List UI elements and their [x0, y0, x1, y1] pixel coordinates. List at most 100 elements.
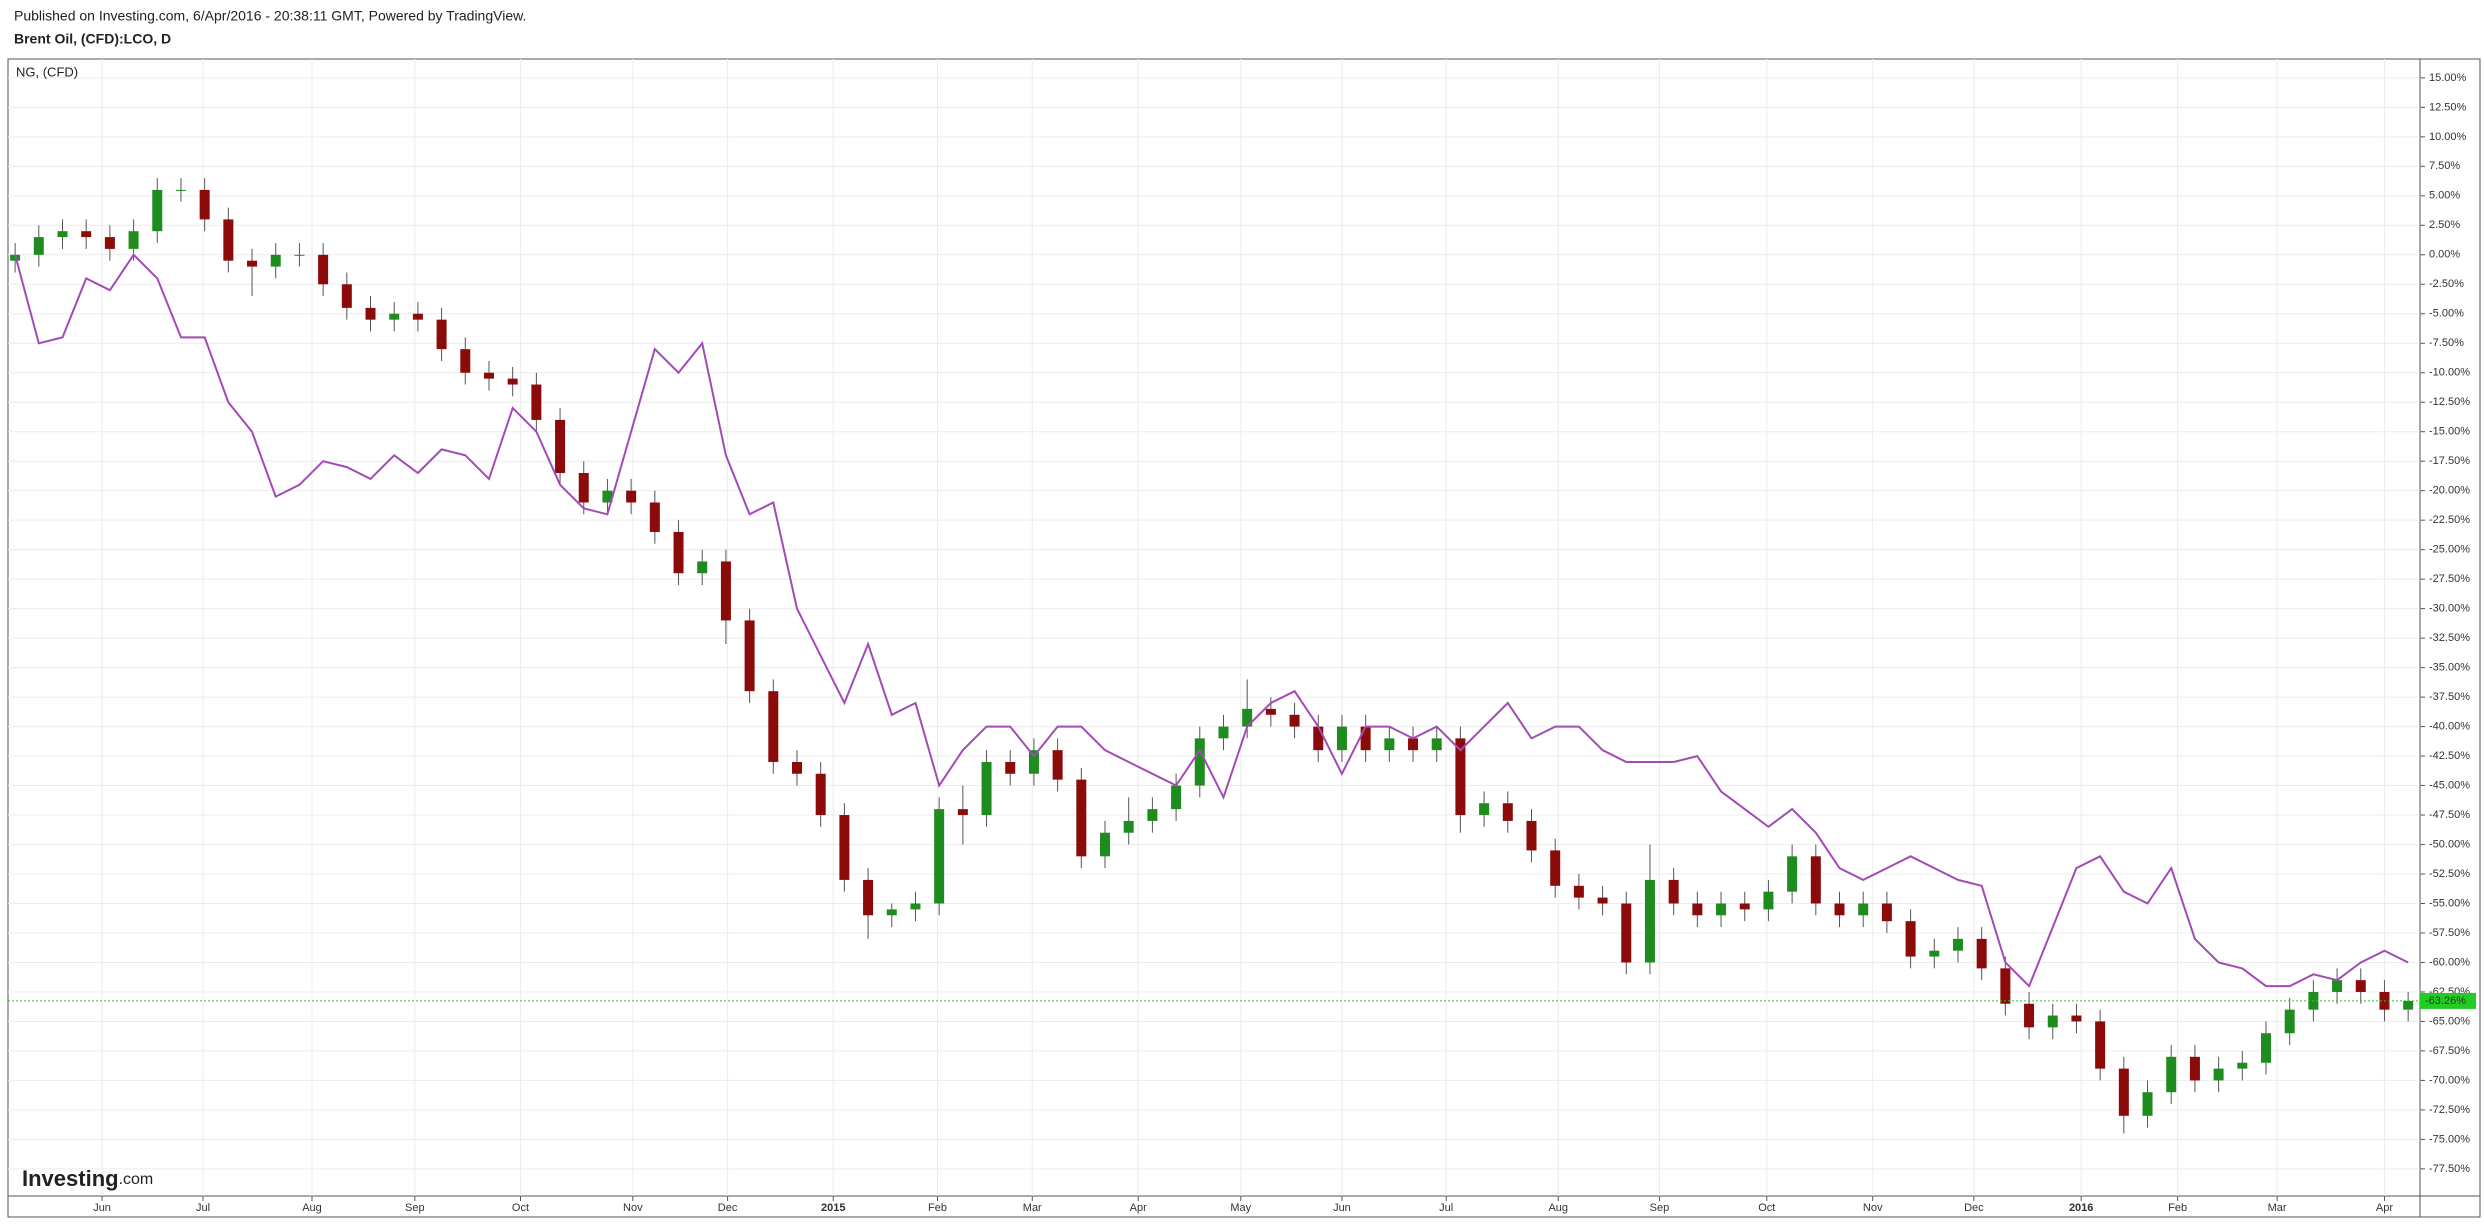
candle-body [863, 879, 874, 916]
candle-body [2213, 1068, 2224, 1081]
x-tick-label: 2016 [2069, 1202, 2093, 1214]
x-tick-label: Oct [512, 1202, 529, 1214]
y-tick-label: -22.50% [2429, 514, 2470, 526]
candle-body [1052, 750, 1063, 780]
y-tick-label: -12.50% [2429, 396, 2470, 408]
x-tick-label: Feb [928, 1202, 947, 1214]
x-tick-label: Jun [93, 1202, 111, 1214]
candle-body [1076, 779, 1087, 857]
candle-body [1336, 726, 1347, 751]
candle-body [1952, 938, 1963, 951]
y-tick-label: 2.50% [2429, 219, 2460, 231]
legend-entry: NG, (CFD) [16, 64, 78, 79]
candle-body [2284, 1009, 2295, 1034]
candle-body [981, 761, 992, 816]
candle-body [270, 254, 281, 267]
candle-body [507, 378, 518, 385]
y-tick-label: -30.00% [2429, 603, 2470, 615]
x-tick-label: Mar [1023, 1202, 1042, 1214]
candle-body [957, 809, 968, 816]
candle-body [1028, 750, 1039, 774]
x-tick-label: Oct [1758, 1202, 1775, 1214]
candle-body [175, 189, 186, 191]
candle-body [1313, 726, 1324, 751]
x-tick-label: Dec [1964, 1202, 1984, 1214]
x-tick-label: Sep [1650, 1202, 1670, 1214]
y-tick-label: -55.00% [2429, 897, 2470, 909]
grid [8, 59, 2420, 1196]
candle-body [697, 561, 708, 574]
candle-body [1431, 738, 1442, 751]
candle-body [744, 620, 755, 692]
candle-body [2142, 1092, 2153, 1116]
candle-body [1692, 903, 1703, 916]
candle-body [1763, 891, 1774, 910]
candle-body [1810, 856, 1821, 904]
y-tick-label: -2.50% [2429, 278, 2464, 290]
candle-body [247, 260, 258, 267]
line-series [14, 253, 2409, 988]
last-price-tag [2420, 992, 2476, 1009]
candle-body [578, 472, 589, 503]
candle-body [1147, 809, 1158, 821]
y-tick-label: -67.50% [2429, 1045, 2470, 1057]
candle-body [81, 231, 92, 238]
watermark: Investing.com [22, 1166, 153, 1191]
candle-body [2047, 1015, 2058, 1028]
candle-body [33, 237, 44, 255]
y-tick-label: 10.00% [2429, 131, 2467, 143]
candle-body [2237, 1062, 2248, 1069]
y-tick-label: -25.00% [2429, 544, 2470, 556]
y-tick-label: -60.00% [2429, 956, 2470, 968]
candle-body [1218, 726, 1229, 739]
candle-body [1644, 879, 1655, 963]
candle-body [1005, 761, 1016, 774]
candle-body [460, 349, 471, 373]
candle-body [1739, 903, 1750, 910]
candle-body [886, 909, 897, 916]
candle-body [2332, 980, 2343, 992]
candle-body [1455, 738, 1466, 816]
y-tick-label: -27.50% [2429, 573, 2470, 585]
y-tick-label: -52.50% [2429, 868, 2470, 880]
y-tick-label: 5.00% [2429, 190, 2460, 202]
candle-body [294, 254, 305, 256]
y-tick-label: -75.00% [2429, 1133, 2470, 1145]
x-tick-label: Sep [405, 1202, 425, 1214]
candle-body [673, 531, 684, 574]
candle-body [1408, 738, 1419, 751]
candle-body [1858, 903, 1869, 916]
y-tick-label: -17.50% [2429, 455, 2470, 467]
y-tick-label: 7.50% [2429, 160, 2460, 172]
candle-body [223, 219, 234, 261]
x-tick-label: Feb [2168, 1202, 2187, 1214]
y-tick-label: -7.50% [2429, 337, 2464, 349]
x-tick-label: Jul [196, 1202, 210, 1214]
candle-body [2000, 968, 2011, 1004]
x-tick-label: 2015 [821, 1202, 845, 1214]
candle-body [934, 809, 945, 904]
candle-body [649, 502, 660, 532]
candle-body [57, 231, 68, 238]
candle-body [436, 319, 447, 350]
candle-body [2095, 1021, 2106, 1069]
x-tick-label: Dec [718, 1202, 738, 1214]
x-tick-label: Apr [2376, 1202, 2393, 1214]
y-tick-label: -65.00% [2429, 1015, 2470, 1027]
subtitle: Published on Investing.com, 6/Apr/2016 -… [14, 8, 526, 24]
candle-body [2189, 1056, 2200, 1081]
candle-body [626, 490, 637, 503]
x-tick-label: Nov [623, 1202, 643, 1214]
candle-body [389, 313, 400, 320]
candle-body [1621, 903, 1632, 963]
candle-body [2403, 1000, 2414, 1010]
y-tick-label: -15.00% [2429, 426, 2470, 438]
candle-body [910, 903, 921, 910]
candle-body [1360, 726, 1371, 751]
x-tick-label: Jun [1333, 1202, 1351, 1214]
candle-body [365, 307, 376, 320]
candle-body [1526, 820, 1537, 851]
candle-body [1242, 708, 1253, 727]
candle-body [1597, 897, 1608, 904]
